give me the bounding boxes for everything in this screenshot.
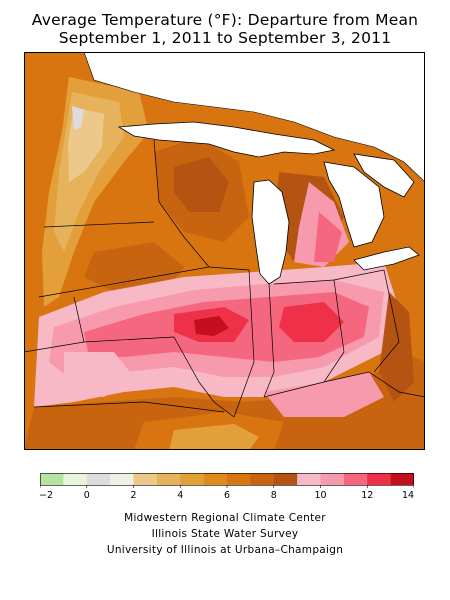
legend-bin <box>133 473 158 485</box>
color-legend: −2 0 2 4 6 8 10 12 14 <box>40 473 414 501</box>
zone-south-light <box>169 424 259 450</box>
canada-north-blank <box>83 52 425 183</box>
map-date-range: September 1, 2011 to September 3, 2011 <box>58 29 392 47</box>
legend-bin <box>86 473 111 485</box>
zone-mi-rose <box>314 212 342 262</box>
credit-line-3: University of Illinois at Urbana–Champai… <box>106 544 344 556</box>
state-boundaries <box>24 139 425 418</box>
legend-bin <box>180 473 204 485</box>
lake-superior <box>117 121 336 158</box>
legend-tick-label: 8 <box>271 490 277 501</box>
zone-south-dark <box>24 352 425 450</box>
legend-bin <box>63 473 88 485</box>
legend-bin <box>40 473 64 485</box>
legend-bin <box>110 473 134 485</box>
credit-line-1: Midwestern Regional Climate Center <box>124 512 326 524</box>
zone-mo-lightpink <box>64 352 134 397</box>
legend-bin <box>156 473 181 485</box>
zone-ky-pink <box>264 372 384 417</box>
legend-bin <box>250 473 275 485</box>
legend-tick-label: 0 <box>84 490 90 501</box>
zone-nw-gray <box>72 106 84 130</box>
legend-bin <box>273 473 298 485</box>
legend-bin <box>203 473 228 485</box>
lake-erie <box>353 246 420 271</box>
legend-tick-label: 2 <box>130 490 136 501</box>
legend-bin <box>227 473 251 485</box>
legend-ticks: −2 0 2 4 6 8 10 12 14 <box>40 485 414 501</box>
legend-bin <box>297 473 321 485</box>
zone-central-darkred <box>194 316 229 336</box>
legend-tick-label: 6 <box>224 490 230 501</box>
legend-tick-label: 4 <box>177 490 183 501</box>
legend-bin <box>367 473 391 485</box>
zone-wi-darker <box>174 157 229 212</box>
lake-michigan <box>251 179 290 285</box>
legend-bins <box>40 473 414 485</box>
temperature-departure-map <box>24 52 425 450</box>
zone-east-darkest <box>379 292 414 402</box>
legend-bin <box>390 473 414 485</box>
legend-tick-label: 14 <box>402 490 414 501</box>
map-frame <box>24 52 425 450</box>
legend-tick-label: 12 <box>361 490 373 501</box>
map-title: Average Temperature (°F): Departure from… <box>31 11 419 29</box>
legend-tick-label: 10 <box>314 490 326 501</box>
legend-tick-label: −2 <box>40 490 53 501</box>
legend-bin <box>343 473 368 485</box>
lake-huron <box>323 161 385 248</box>
zone-ia-dark <box>84 242 184 292</box>
zone-central-red-east <box>279 302 344 342</box>
legend-bin <box>320 473 345 485</box>
georgian-bay <box>353 153 415 198</box>
credit-line-2: Illinois State Water Survey <box>151 528 299 540</box>
